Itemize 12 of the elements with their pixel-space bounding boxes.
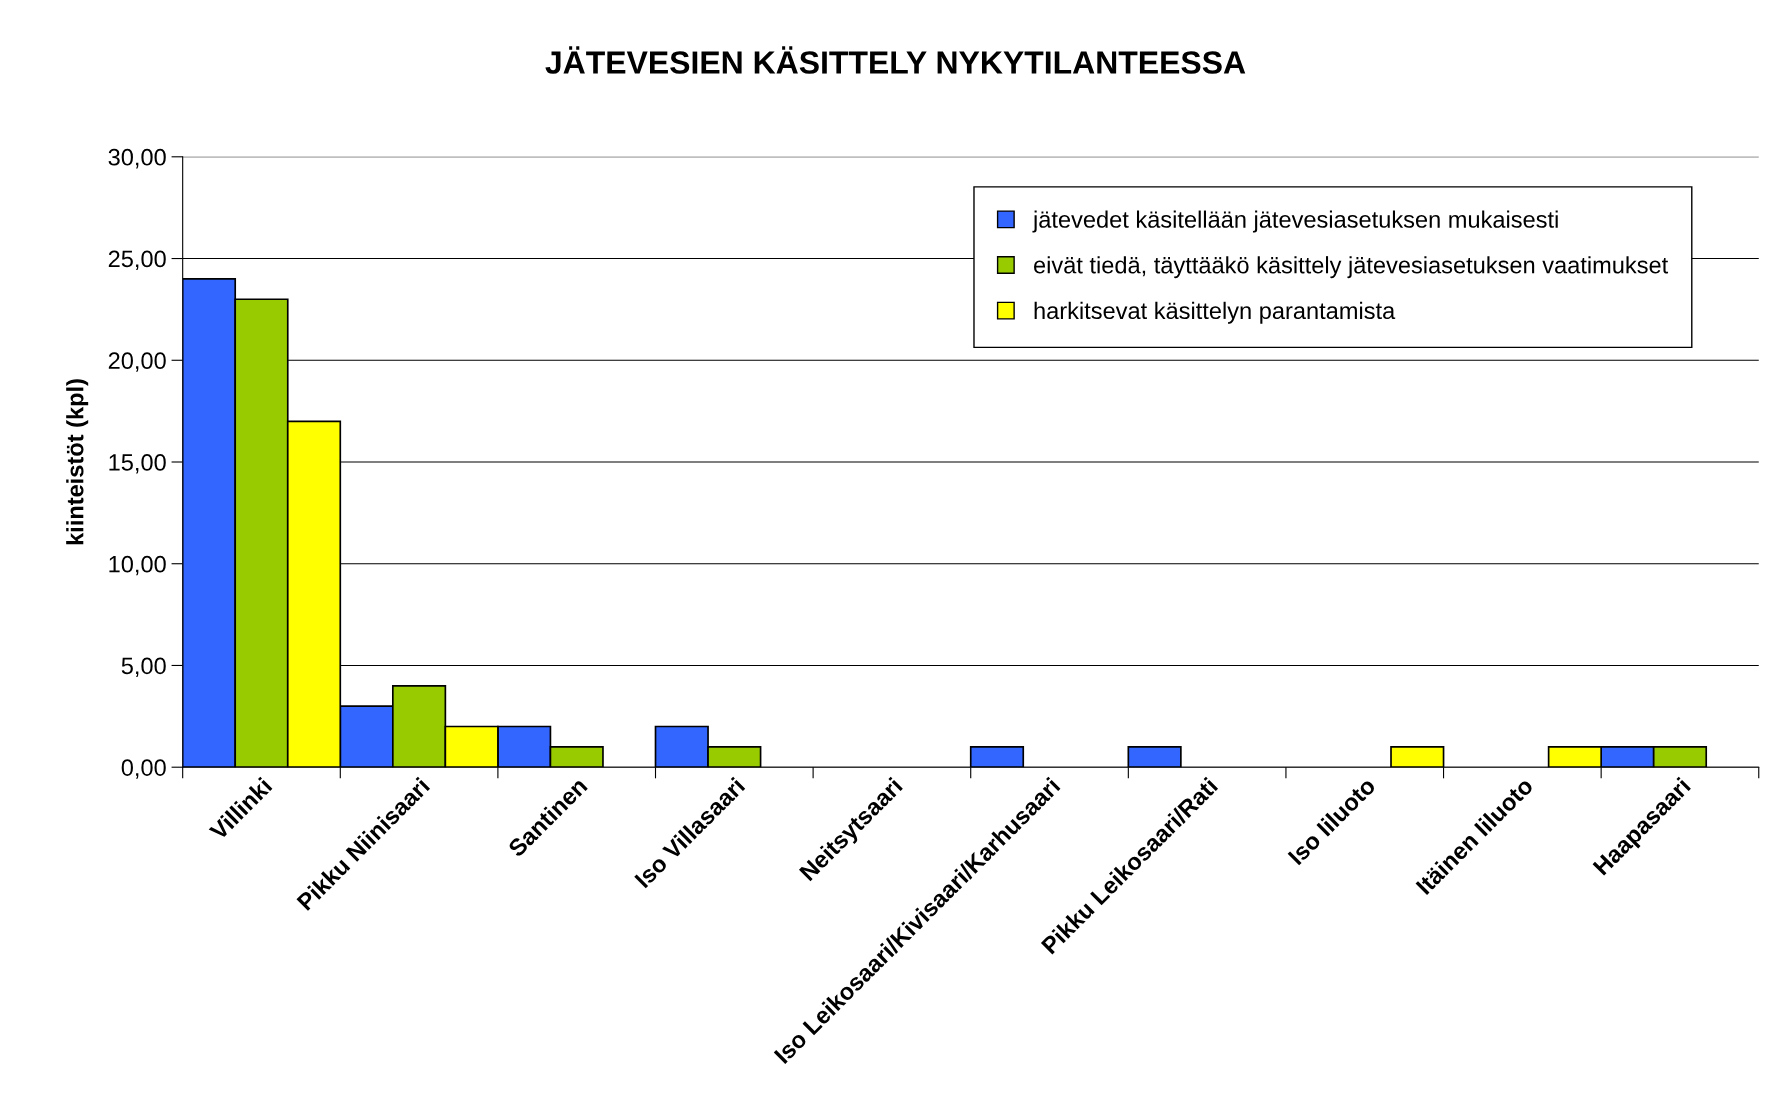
legend-label: eivät tiedä, täyttääkö käsittely jätevesiasetuksen vaatimukset xyxy=(1034,256,1669,279)
y-axis-title: kiinteistöt (kpl) xyxy=(66,379,89,545)
y-tick-label: 30,00 xyxy=(108,148,166,169)
chart-title: JÄTEVESIEN KÄSITTELY NYKYTILANTEESSA xyxy=(545,46,1246,74)
legend-label: jätevedet käsitellään jätevesiasetuksen mukaisesti xyxy=(1032,210,1558,233)
y-tick-label: 15,00 xyxy=(109,454,166,474)
y-tick-label: 10,00 xyxy=(109,555,166,576)
y-tick-label: 20,00 xyxy=(108,352,166,372)
y-tick-label: 5,00 xyxy=(121,657,166,678)
y-tick-label: 25,00 xyxy=(108,250,166,271)
y-tick-label: 0,00 xyxy=(121,759,166,779)
legend-label: harkitsevat käsittelyn parantamista xyxy=(1034,301,1396,324)
